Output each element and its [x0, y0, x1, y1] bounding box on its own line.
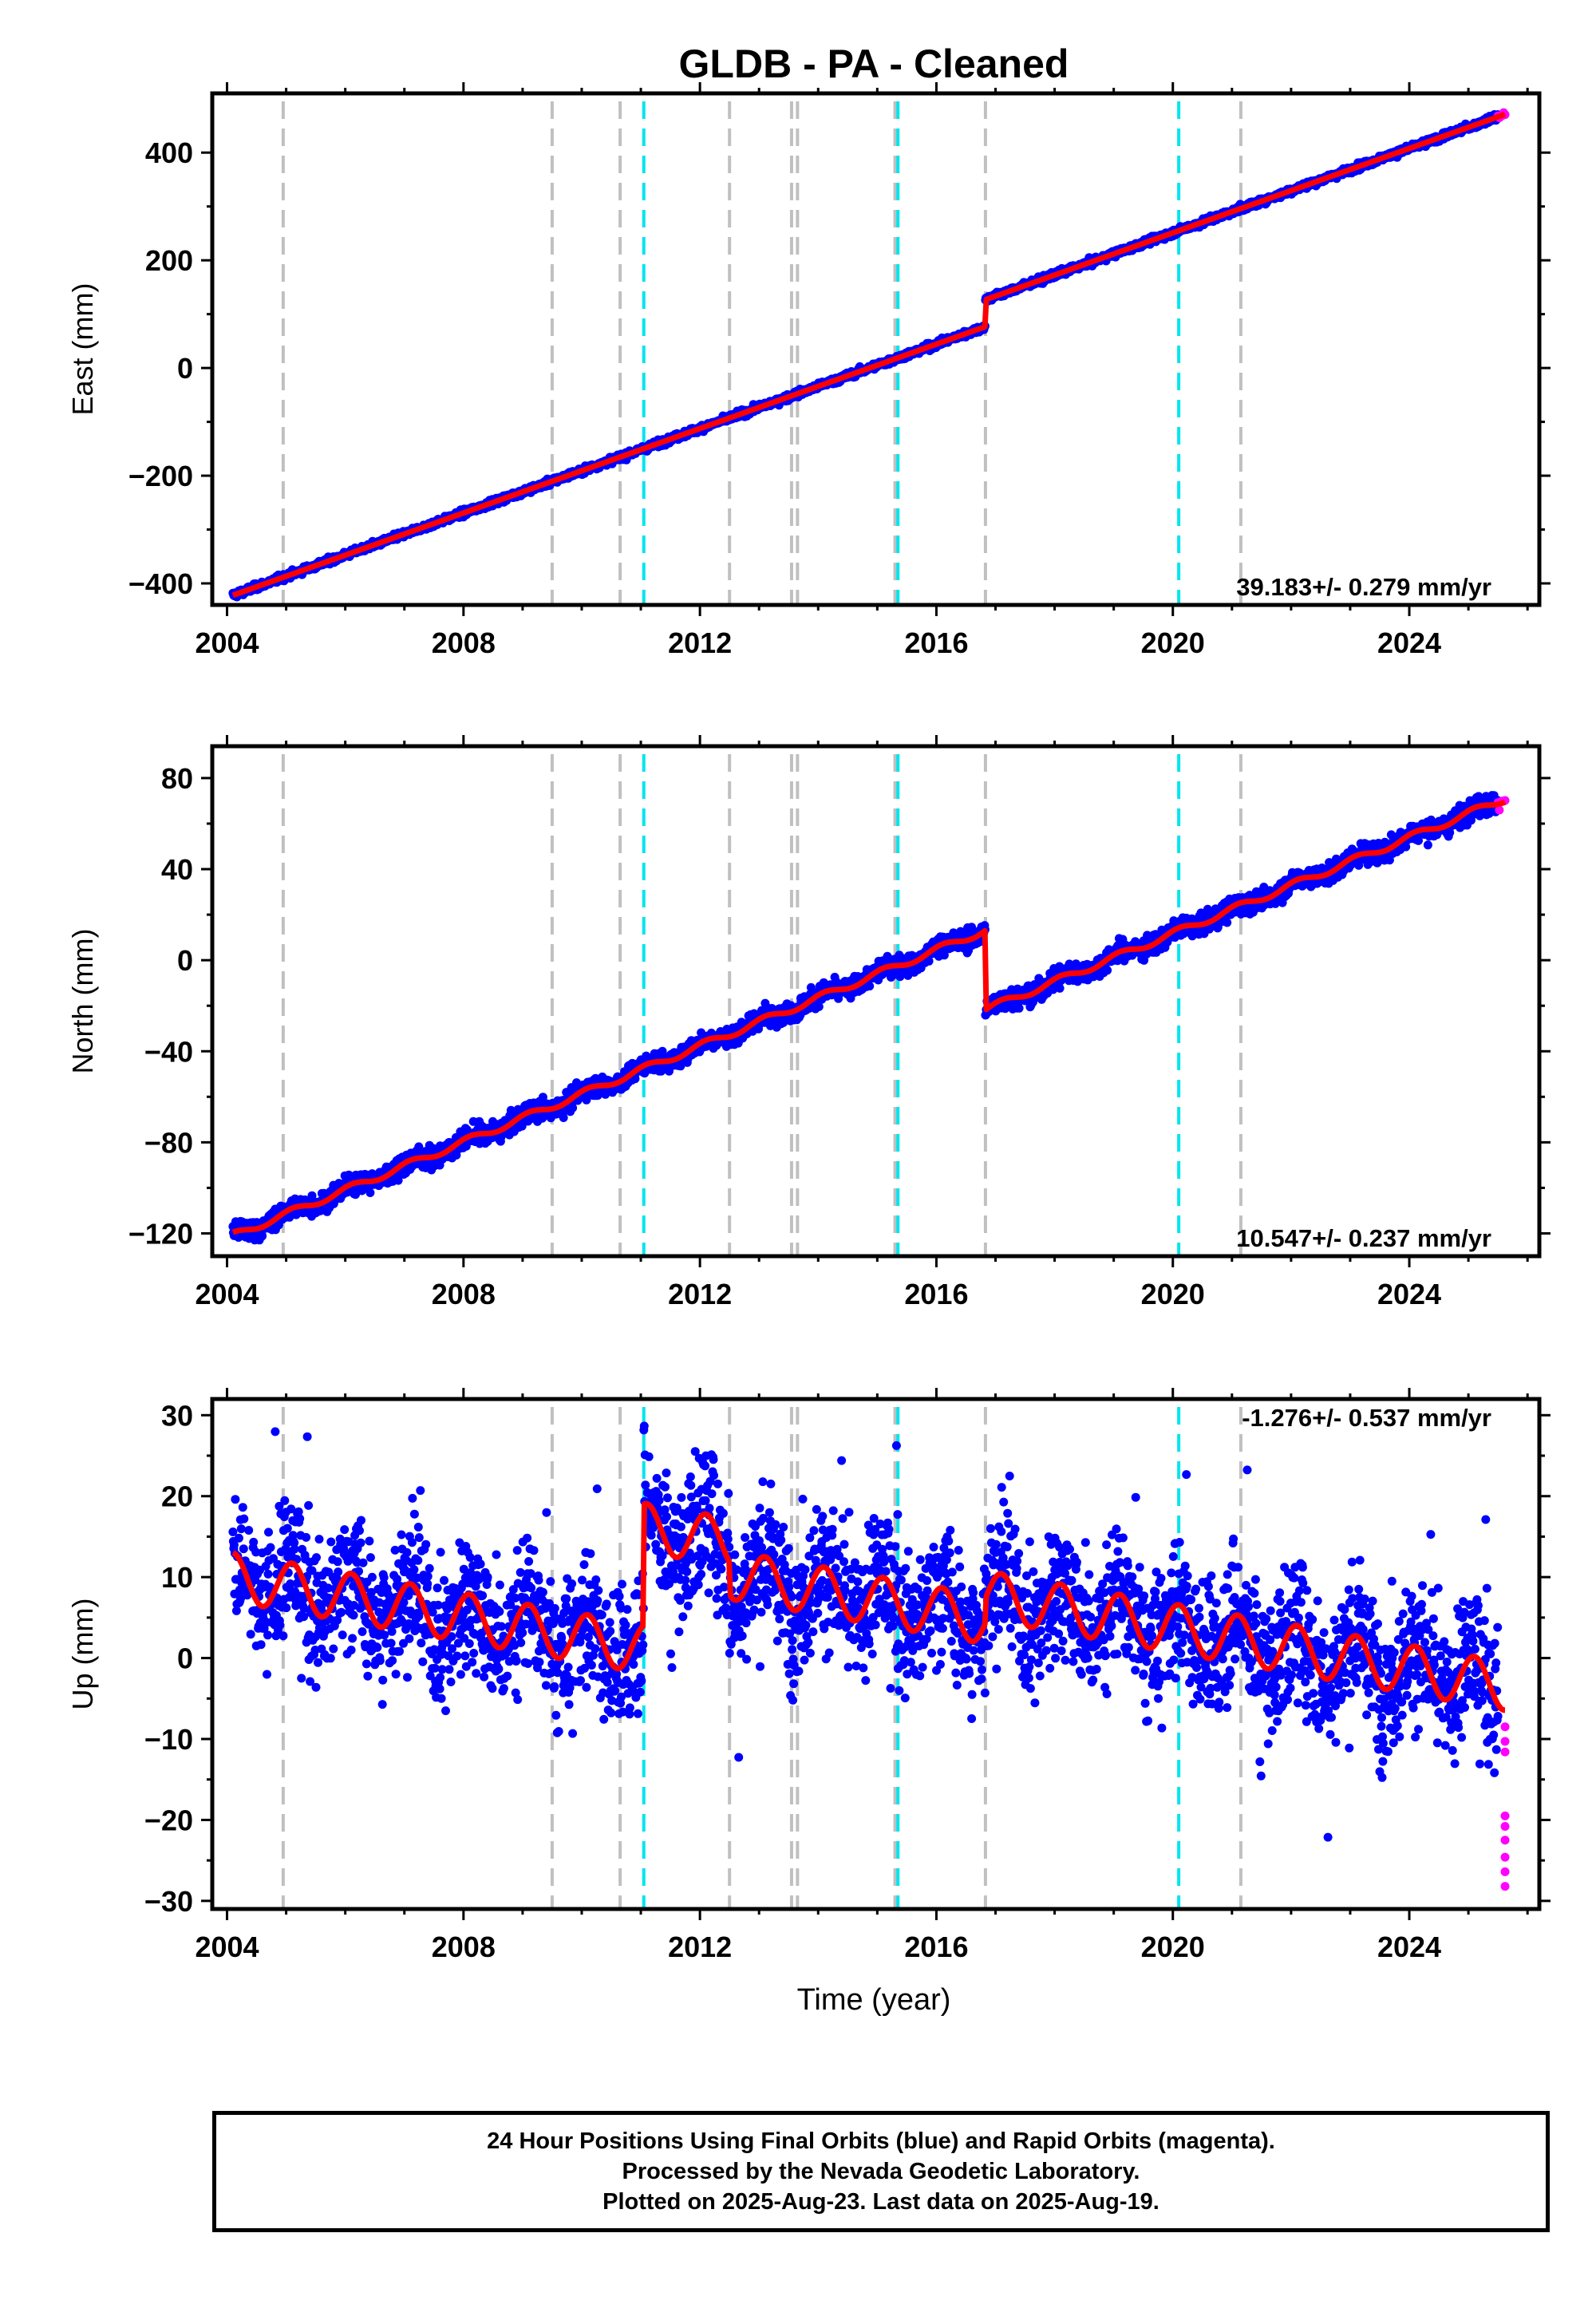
figure-title: GLDB - PA - Cleaned — [679, 41, 1069, 86]
data-point — [568, 1103, 578, 1113]
x-tick-label: 2008 — [432, 626, 496, 659]
panel-east: 2004 2008 2012 2016 2020 2024 −400 −200 0 200 400 E… — [66, 82, 1551, 659]
y-axis-label: East (mm) — [66, 283, 99, 416]
y-tick-label: 400 — [145, 136, 193, 169]
y-tick-label: 0 — [177, 352, 193, 385]
x-tick-label: 2020 — [1141, 626, 1205, 659]
x-tick-label: 2012 — [668, 626, 732, 659]
data-point — [258, 1231, 267, 1241]
x-tick-label: 2004 — [195, 626, 259, 659]
data-point — [365, 1188, 375, 1197]
x-tick-label: 2024 — [1377, 626, 1441, 659]
panels: 2004 2008 2012 2016 2020 2024 −400 −200 0 200 400 E… — [66, 82, 1551, 1963]
y-tick-label: 200 — [145, 244, 193, 277]
series-final-orbits — [228, 791, 1503, 1245]
y-tick-label: −200 — [128, 460, 193, 492]
data-point — [865, 982, 875, 991]
rate-label: 39.183+/- 0.279 mm/yr — [1236, 573, 1491, 601]
y-tick-label: −400 — [128, 567, 193, 600]
panel-north: 2004 2008 2012 2016 2020 2024−120−80−4004080N… — [66, 735, 1551, 1310]
x-tick-label: 2016 — [904, 626, 968, 659]
